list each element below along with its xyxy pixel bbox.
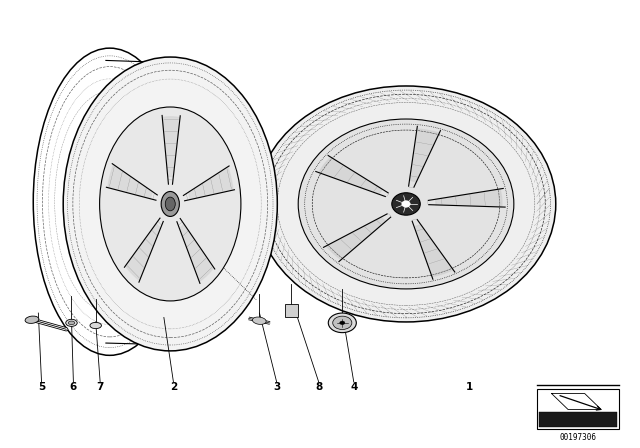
- FancyBboxPatch shape: [540, 412, 617, 427]
- Ellipse shape: [333, 316, 352, 330]
- Polygon shape: [435, 189, 502, 207]
- Text: 00197306: 00197306: [559, 433, 596, 442]
- Ellipse shape: [392, 193, 420, 215]
- Ellipse shape: [100, 107, 241, 301]
- Polygon shape: [108, 164, 152, 199]
- Text: 7: 7: [97, 382, 104, 392]
- Ellipse shape: [328, 313, 356, 332]
- Text: 5: 5: [38, 382, 45, 392]
- Polygon shape: [125, 224, 161, 280]
- Ellipse shape: [68, 321, 75, 325]
- Ellipse shape: [256, 86, 556, 322]
- Text: 2: 2: [170, 382, 177, 392]
- Ellipse shape: [63, 57, 277, 351]
- Ellipse shape: [165, 197, 175, 211]
- Text: 1: 1: [466, 382, 474, 392]
- Ellipse shape: [298, 119, 514, 289]
- Ellipse shape: [66, 319, 77, 327]
- Text: 4: 4: [350, 382, 358, 392]
- Polygon shape: [410, 129, 439, 182]
- Ellipse shape: [90, 323, 101, 329]
- Text: 3: 3: [273, 382, 280, 392]
- Ellipse shape: [402, 201, 410, 207]
- Polygon shape: [163, 116, 180, 177]
- Ellipse shape: [340, 321, 345, 325]
- Ellipse shape: [161, 191, 179, 216]
- Ellipse shape: [252, 317, 266, 324]
- Polygon shape: [319, 157, 383, 194]
- Ellipse shape: [25, 316, 39, 323]
- Text: 8: 8: [315, 382, 323, 392]
- Polygon shape: [179, 224, 214, 282]
- Polygon shape: [326, 217, 386, 260]
- FancyBboxPatch shape: [285, 304, 298, 318]
- Polygon shape: [414, 224, 453, 277]
- Polygon shape: [188, 167, 233, 200]
- Text: 6: 6: [70, 382, 77, 392]
